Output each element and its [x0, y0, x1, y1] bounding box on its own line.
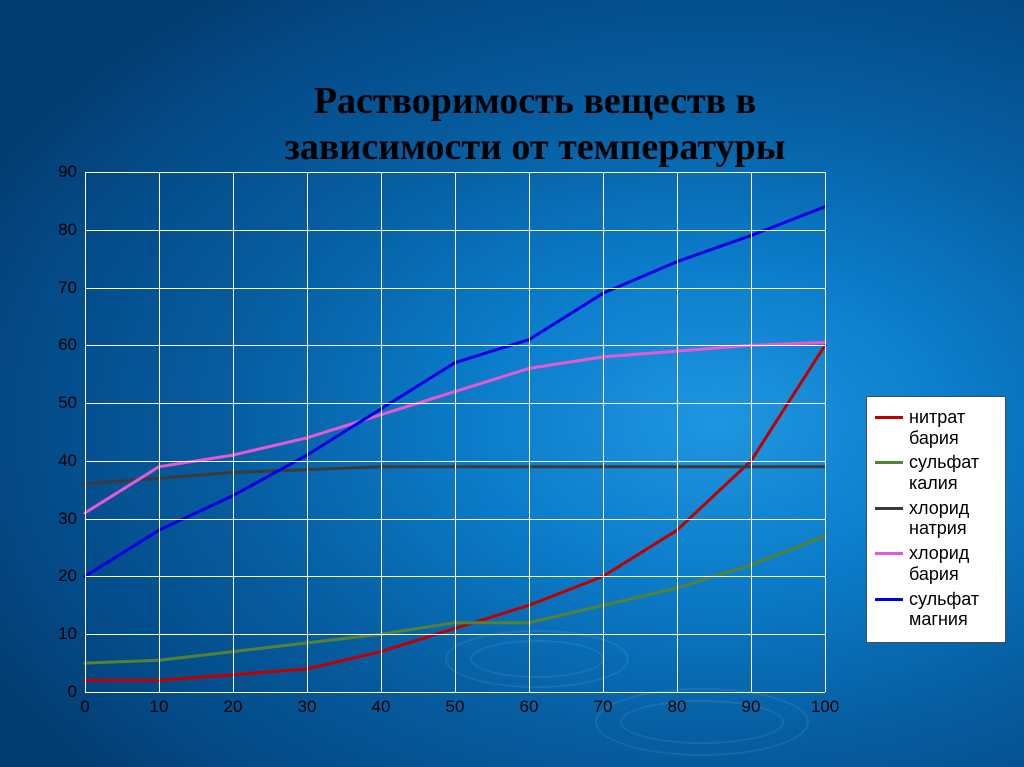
chart-area: 0102030405060708090 01020304050607080901…: [35, 172, 825, 722]
legend-swatch: [875, 461, 903, 464]
x-axis-label: 70: [583, 697, 623, 717]
legend-swatch: [875, 598, 903, 601]
x-axis-label: 90: [731, 697, 771, 717]
gridline-v: [233, 172, 234, 692]
legend-item-nitrate_ba: нитрат бария: [875, 407, 997, 448]
legend-item-sulfate_k: сульфат калия: [875, 452, 997, 493]
gridline-v: [455, 172, 456, 692]
y-axis-label: 80: [37, 220, 77, 240]
y-axis-label: 40: [37, 451, 77, 471]
gridline-v: [85, 172, 86, 692]
x-axis-label: 50: [435, 697, 475, 717]
gridline-v: [381, 172, 382, 692]
gridline-v: [603, 172, 604, 692]
chart-title: Растворимость веществ в зависимости от т…: [170, 78, 900, 171]
x-axis-label: 0: [65, 697, 105, 717]
slide: Растворимость веществ в зависимости от т…: [0, 0, 1024, 767]
legend-label: хлорид натрия: [909, 498, 997, 539]
y-axis-label: 70: [37, 278, 77, 298]
x-axis-label: 10: [139, 697, 179, 717]
legend-item-sulfate_mg: сульфат магния: [875, 589, 997, 630]
gridline-v: [159, 172, 160, 692]
title-line-2: зависимости от температуры: [285, 126, 786, 168]
plot-area: 0102030405060708090: [85, 172, 825, 692]
legend-item-chloride_ba: хлорид бария: [875, 543, 997, 584]
legend-label: сульфат магния: [909, 589, 997, 630]
x-axis-label: 40: [361, 697, 401, 717]
y-axis-label: 30: [37, 509, 77, 529]
x-axis-label: 20: [213, 697, 253, 717]
legend-label: сульфат калия: [909, 452, 997, 493]
legend-item-chloride_na: хлорид натрия: [875, 498, 997, 539]
legend-swatch: [875, 552, 903, 555]
gridline-v: [307, 172, 308, 692]
x-axis-label: 60: [509, 697, 549, 717]
legend-swatch: [875, 507, 903, 510]
gridline-v: [825, 172, 826, 692]
gridline-v: [529, 172, 530, 692]
title-line-1: Растворимость веществ в: [314, 80, 756, 122]
legend-label: хлорид бария: [909, 543, 997, 584]
legend-swatch: [875, 416, 903, 419]
y-axis-label: 20: [37, 566, 77, 586]
gridline-v: [751, 172, 752, 692]
legend: нитрат бариясульфат калия хлорид натрияхл…: [866, 396, 1006, 643]
y-axis-label: 90: [37, 162, 77, 182]
x-axis-label: 80: [657, 697, 697, 717]
gridline-v: [677, 172, 678, 692]
y-axis-label: 60: [37, 335, 77, 355]
gridline-h: [85, 692, 825, 693]
legend-label: нитрат бария: [909, 407, 997, 448]
y-axis-label: 10: [37, 624, 77, 644]
y-axis-label: 50: [37, 393, 77, 413]
x-axis-label: 100: [805, 697, 845, 717]
x-axis-label: 30: [287, 697, 327, 717]
